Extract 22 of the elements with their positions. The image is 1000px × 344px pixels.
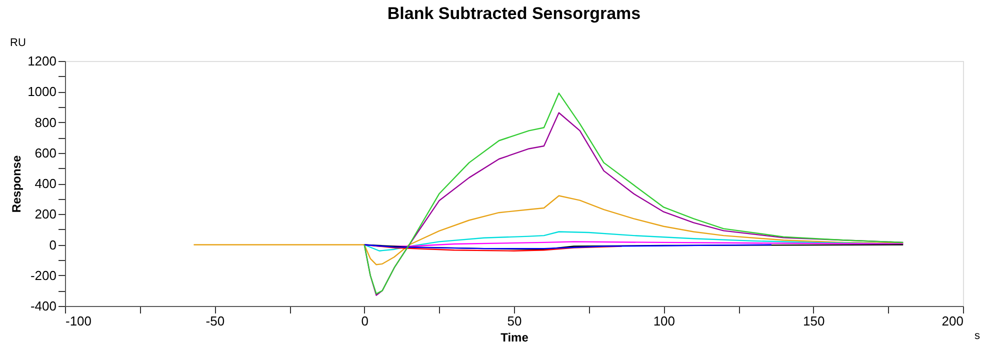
y-tick-label: -200 <box>30 268 56 283</box>
text: RU <box>10 37 26 49</box>
text: s <box>974 330 980 342</box>
x-tick-label: 200 <box>942 314 964 328</box>
x-tick-label: -50 <box>206 314 225 328</box>
y-tick-label: 0 <box>49 237 56 252</box>
y-tick-label: 1000 <box>28 84 56 100</box>
y-tick-label: 600 <box>34 145 56 160</box>
y-tick-label: 400 <box>34 176 56 191</box>
line-series <box>193 195 904 266</box>
x-tick-label: 0 <box>361 314 368 328</box>
x-tick-label: 100 <box>653 314 676 328</box>
y-tick-label: 1200 <box>28 54 56 68</box>
x-axis-title: Time <box>500 330 529 344</box>
x-tick-label: -100 <box>66 314 92 328</box>
x-tick-label: 150 <box>802 314 825 328</box>
y-axis-title: Response <box>10 155 24 213</box>
chart-title: Blank Subtracted Sensorgrams <box>387 4 641 23</box>
y-tick-label: 200 <box>34 206 56 222</box>
x-tick-label: 50 <box>507 314 522 328</box>
y-tick-label: 800 <box>34 114 56 130</box>
y-tick-label: -400 <box>30 298 56 314</box>
